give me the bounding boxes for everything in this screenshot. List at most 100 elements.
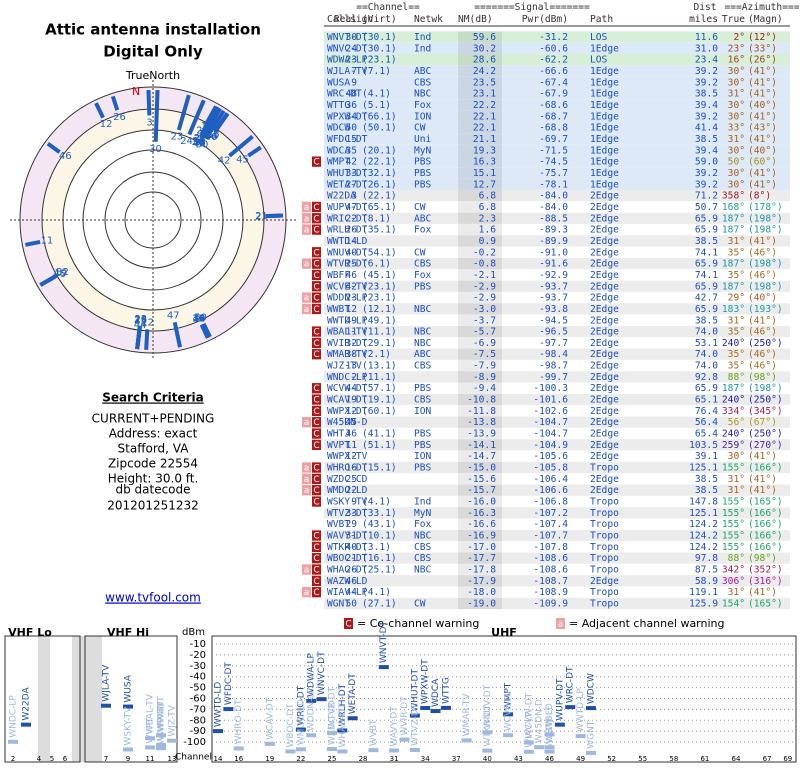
cell: 2.3	[479, 213, 497, 224]
warning-flag	[312, 156, 321, 167]
cell: WUSA	[327, 77, 350, 88]
x-tick-label: 67	[763, 755, 772, 763]
cell: 40	[345, 542, 357, 553]
cell: WJLA-TV	[327, 66, 368, 77]
cell: (50.1)	[362, 123, 397, 134]
cell: (41°)	[748, 485, 777, 496]
cell: 1Edge	[590, 77, 619, 88]
row-bg	[324, 382, 790, 394]
cell: (11.1)	[362, 372, 397, 383]
cell: 30°	[728, 168, 745, 179]
cell: 92.8	[695, 372, 718, 383]
nm-shade	[458, 133, 502, 145]
nm-shade	[458, 563, 502, 576]
power-marker	[295, 727, 306, 732]
warning-flag-text: C	[313, 248, 319, 258]
warning-flag	[312, 224, 321, 235]
legend-symbol: C	[345, 620, 351, 630]
cell: 39.2	[695, 168, 718, 179]
x-tick-label: 46	[545, 755, 554, 763]
row-bg	[324, 314, 790, 326]
cell: WDDN-LP	[327, 293, 368, 304]
cell: 42	[345, 281, 357, 292]
cell: 1Edge	[590, 134, 619, 145]
nm-shade	[458, 65, 502, 77]
power-marker	[167, 738, 177, 743]
cell: Tropo	[590, 542, 619, 553]
station-bar	[176, 94, 191, 131]
cell: 25	[345, 259, 357, 270]
cell: 2Edge	[590, 259, 619, 270]
cell: 39.1	[695, 451, 718, 462]
cell: 23°	[728, 43, 745, 54]
power-marker	[575, 734, 586, 739]
cell: (166°)	[748, 508, 783, 519]
cell: CBS	[414, 361, 432, 372]
row-bg	[324, 31, 790, 43]
station-bar	[110, 95, 120, 111]
nm-shade	[458, 450, 502, 462]
station-label: WHRO-DT	[234, 699, 244, 744]
station-label: WJLA-TV	[102, 664, 112, 702]
cell: WRIC-DT	[327, 213, 368, 224]
cell: NBC	[414, 304, 432, 315]
warning-flag	[312, 292, 321, 303]
x-tick-label: 25	[327, 755, 336, 763]
cell: (250°)	[748, 338, 783, 349]
row-bg	[324, 393, 790, 406]
station-channel: 19	[54, 268, 67, 279]
legend-symbol: a	[558, 620, 564, 630]
row-bg	[324, 291, 790, 304]
station-label: WTKR-DT	[483, 704, 493, 746]
warning-flag	[312, 213, 321, 224]
station-label: WMAR-TV	[462, 693, 472, 737]
cell: 97.8	[695, 553, 718, 564]
band-gap	[72, 636, 102, 762]
power-marker	[440, 705, 451, 710]
cell: 2°	[733, 32, 745, 43]
cell: 2Edge	[590, 213, 619, 224]
cell: 71.2	[695, 191, 718, 202]
cell: WTVR-DT	[327, 259, 368, 270]
cell: 16°	[728, 55, 745, 66]
cell: 2Edge	[590, 315, 619, 326]
nm-shade	[458, 348, 502, 360]
cell: 28.6	[473, 55, 496, 66]
cell: 2Edge	[590, 361, 619, 372]
nm-shade	[458, 291, 502, 304]
cell: CW	[414, 247, 426, 258]
cell: (22.1)	[362, 157, 397, 168]
cell: NBC	[414, 89, 432, 100]
y-tick-label: -100	[183, 737, 206, 748]
station-channel: 13	[207, 129, 220, 140]
cell: WIAV-LP	[327, 587, 368, 598]
warning-flag	[312, 439, 321, 451]
cell: WNDC-LP	[327, 372, 368, 383]
cell: 124.2	[689, 542, 718, 553]
row-bg	[324, 507, 790, 519]
row-bg	[324, 167, 790, 179]
station-channel: 50	[194, 313, 207, 324]
cell: 22.1	[473, 111, 496, 122]
cell: 39.2	[695, 77, 718, 88]
warning-flag	[312, 303, 321, 315]
cell: 26	[345, 225, 357, 236]
link[interactable]: www.tvfool.com	[105, 591, 201, 605]
cell: ION	[414, 406, 432, 417]
x-tick-label: 43	[514, 755, 523, 763]
cell: 88°	[728, 372, 745, 383]
cell: -68.8	[539, 123, 568, 134]
x-tick-label: 40	[483, 755, 492, 763]
cell: -15.0	[467, 463, 496, 474]
cell: WAVY-DT	[327, 531, 368, 542]
station-channel: 36	[192, 137, 205, 148]
cell: 25	[345, 474, 357, 485]
station-label: WBFF	[545, 705, 555, 730]
power-marker	[337, 728, 348, 733]
cell: WWTD-LD	[327, 236, 368, 247]
cell: (178°)	[748, 202, 783, 213]
cell: 12.7	[473, 179, 496, 190]
warning-flag-text: a	[304, 475, 310, 485]
cell: -108.9	[533, 587, 568, 598]
cell: -94.5	[539, 315, 568, 326]
